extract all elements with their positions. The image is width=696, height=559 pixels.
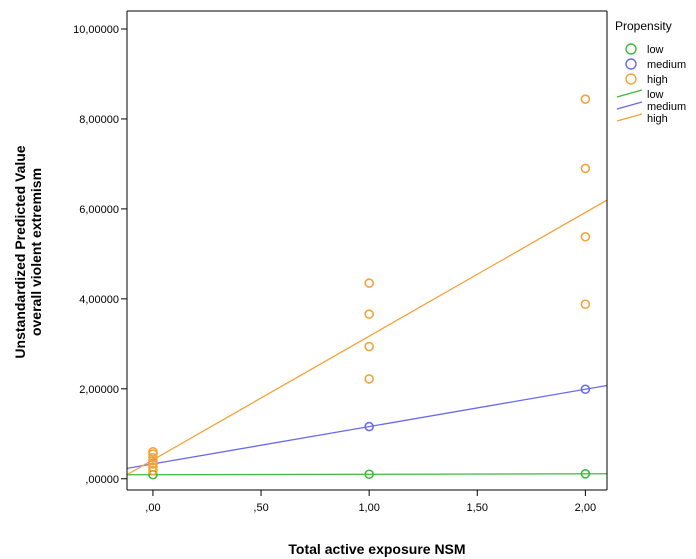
data-point-low — [580, 469, 591, 479]
y-tick-label: 10,00000 — [73, 24, 119, 36]
y-tick-label: 6,00000 — [79, 204, 119, 216]
legend-marker-low — [625, 43, 637, 55]
x-tick-label: 1,50 — [467, 502, 488, 514]
y-axis-title-line1: Unstandardized Predicted Value — [12, 145, 28, 358]
legend-marker-medium — [625, 58, 637, 70]
data-point-high — [580, 231, 591, 242]
x-tick-label: ,50 — [253, 502, 268, 514]
legend-label-high: high — [647, 74, 668, 86]
fit-line-low — [127, 473, 607, 476]
y-tick-label: 8,00000 — [79, 114, 119, 126]
y-tick-label: 4,00000 — [79, 294, 119, 306]
y-tick-label: 2,00000 — [79, 384, 119, 396]
y-axis-title-line2: overall violent extremism — [28, 168, 44, 336]
data-point-high — [364, 341, 374, 352]
data-point-medium — [580, 384, 591, 395]
data-point-high — [364, 309, 374, 319]
x-tick-label: 1,00 — [358, 502, 379, 514]
axes: ,00000 2,00000 4,00000 6,00000 8,00000 10,000… — [12, 10, 608, 557]
legend-line-label-low: low — [647, 89, 664, 101]
fit-lines — [127, 199, 607, 476]
data-point-high — [580, 299, 591, 310]
data-point-high — [364, 278, 374, 288]
plot-background — [127, 11, 607, 490]
data-points — [148, 94, 591, 480]
x-tick-label: 2,00 — [575, 502, 596, 514]
legend-line-label-high: high — [647, 113, 668, 125]
legend-line-low — [616, 89, 643, 98]
data-point-high — [148, 465, 158, 476]
fit-line-high — [127, 199, 607, 476]
fit-line-medium — [127, 384, 607, 470]
legend-label-medium: medium — [647, 59, 686, 71]
data-point-medium — [364, 421, 374, 432]
data-point-high — [148, 459, 158, 469]
legend-line-label-medium: medium — [647, 101, 686, 113]
data-point-high — [364, 374, 374, 384]
data-point-high — [580, 94, 591, 104]
y-tick-label: ,00000 — [85, 474, 119, 486]
x-tick-label: ,00 — [145, 502, 160, 514]
legend-title: Propensity — [615, 19, 672, 33]
plot-area — [127, 11, 607, 490]
data-point-high — [148, 446, 158, 457]
legend-line-medium — [616, 101, 643, 110]
data-point-high — [148, 452, 158, 463]
legend-line-high — [616, 113, 643, 122]
x-axis-title: Total active exposure NSM — [288, 541, 465, 557]
legend-label-low: low — [647, 44, 664, 56]
legend-marker-high — [625, 73, 637, 85]
data-point-high — [148, 455, 158, 466]
data-point-low — [364, 469, 374, 480]
data-point-high — [148, 462, 158, 472]
data-point-high — [580, 163, 591, 174]
